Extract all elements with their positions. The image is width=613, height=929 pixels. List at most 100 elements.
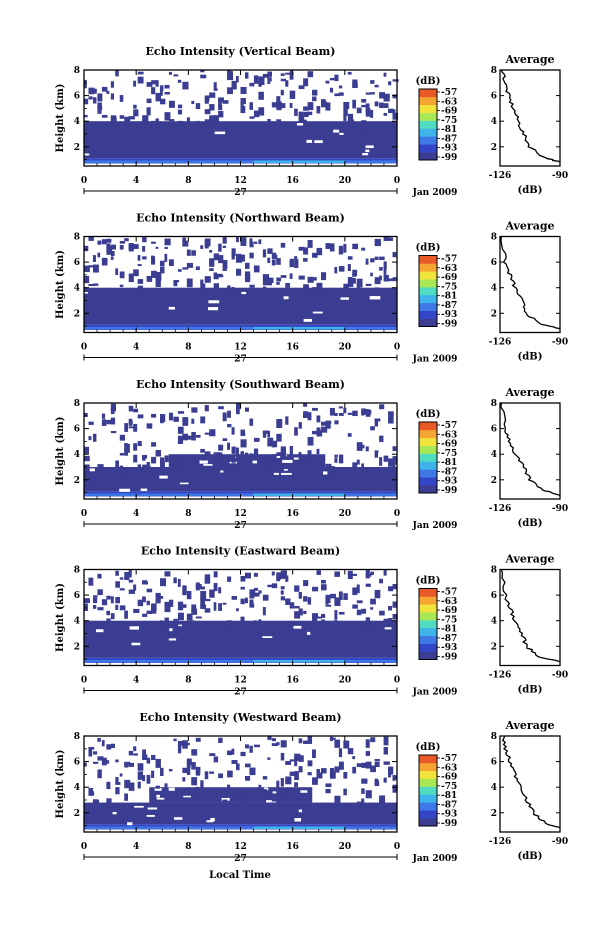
heatmap-cell (106, 760, 110, 764)
heatmap-cell (289, 771, 296, 776)
heatmap-cell (227, 826, 241, 829)
heatmap-cell (361, 104, 367, 108)
average-title: Average (504, 553, 554, 566)
heatmap-cell (195, 786, 199, 795)
heatmap-cell (267, 277, 274, 284)
heatmap-cell (361, 798, 365, 805)
heatmap-cell (347, 282, 354, 287)
heatmap-cell (298, 592, 302, 599)
heatmap-cell (347, 277, 353, 284)
average-title: Average (504, 53, 554, 66)
heatmap-cell (312, 407, 318, 411)
heatmap-cell (97, 93, 103, 102)
heatmap-cell (177, 79, 182, 83)
heatmap-cell (186, 262, 193, 268)
heatmap-cell (151, 255, 155, 258)
heatmap-cell (155, 271, 162, 281)
heatmap-cell (218, 98, 222, 107)
heatmap-cell (175, 826, 189, 829)
average-y-tick-label: 8 (491, 566, 497, 576)
heatmap-cell (374, 450, 379, 453)
average-title: Average (504, 220, 554, 233)
heatmap-cell (276, 96, 281, 104)
heatmap-cell (279, 493, 293, 496)
heatmap-cell (298, 246, 305, 251)
heatmap-cell (303, 284, 309, 293)
heatmap-cell (392, 456, 398, 465)
heatmap-cell (191, 608, 198, 615)
heatmap-cell (379, 610, 385, 616)
heatmap-cell (289, 258, 294, 268)
heatmap-cell (338, 761, 344, 770)
heatmap-cell (258, 239, 262, 245)
heatmap-cell (110, 244, 117, 250)
heatmap-cell (182, 417, 189, 426)
heatmap-cell (203, 463, 213, 466)
colorbar-swatch (419, 302, 437, 312)
day-label: 27 (234, 688, 247, 698)
heatmap-cell (119, 577, 124, 580)
heatmap-cell (320, 613, 326, 618)
heatmap-cell (186, 435, 192, 440)
y-tick-label: 8 (74, 233, 80, 243)
heatmap-cell (112, 812, 117, 815)
heatmap-cell (329, 593, 336, 599)
heatmap-cell (383, 455, 389, 462)
day-label: 27 (234, 521, 247, 531)
heatmap-cell (92, 433, 97, 442)
heatmap-cell (227, 87, 233, 95)
heatmap-cell (123, 493, 137, 496)
heatmap-cell (204, 405, 209, 412)
colorbar-tick-label: -57 (441, 754, 457, 764)
colorbar-tick-label: -81 (441, 292, 457, 302)
heatmap-cell (97, 737, 101, 742)
heatmap-cell (294, 771, 299, 781)
heatmap-cell (316, 616, 322, 619)
heatmap-cell (307, 450, 312, 459)
heatmap-cell (84, 275, 90, 284)
y-tick-label: 6 (74, 758, 80, 768)
average-frame (499, 235, 561, 334)
colorbar-tick-label: -81 (441, 791, 457, 801)
heatmap-cell (168, 306, 175, 310)
heatmap-cell (289, 70, 294, 80)
heatmap-cell (343, 114, 347, 122)
heatmap-cell (244, 452, 249, 455)
heatmap-cell (110, 826, 124, 829)
colorbar-tick-label: -57 (441, 255, 457, 265)
x-tick-label: 16 (286, 842, 299, 852)
heatmap-cell (338, 245, 344, 255)
colorbar-swatch (419, 778, 437, 787)
heatmap-cell (280, 596, 285, 601)
heatmap-cell (276, 419, 283, 428)
x-tick-label: 4 (133, 176, 139, 186)
heatmap-cell (276, 742, 280, 746)
average-x-label: (dB) (518, 518, 543, 529)
heatmap-cell (209, 753, 216, 757)
colorbar-tick-label: -93 (441, 144, 457, 154)
average-x-tick-label: -126 (489, 338, 512, 348)
date-label: Jan 2009 (412, 188, 458, 198)
heatmap-cell (142, 613, 148, 617)
colorbar-swatch (419, 294, 437, 304)
heatmap-cell (305, 826, 319, 829)
heatmap-cell (209, 771, 214, 774)
heatmap-cell (218, 274, 224, 278)
heatmap-cell (267, 248, 273, 254)
colorbar-swatch (419, 96, 437, 106)
heatmap-cell (240, 86, 247, 94)
heatmap-cell (344, 326, 358, 330)
heatmap-cell (303, 106, 309, 111)
heatmap-cell (155, 95, 161, 102)
x-tick-label: 20 (339, 842, 352, 852)
colorbar-swatch (419, 453, 437, 462)
heatmap-cell (175, 493, 189, 496)
heatmap-cell (289, 90, 296, 99)
heatmap-cell (146, 98, 152, 104)
heatmap-cell (325, 243, 331, 249)
heatmap-cell (294, 585, 300, 592)
heatmap-cell (213, 457, 220, 463)
heatmap-cell (370, 258, 375, 263)
heatmap-cell (280, 275, 287, 278)
heatmap-cell (175, 659, 189, 663)
